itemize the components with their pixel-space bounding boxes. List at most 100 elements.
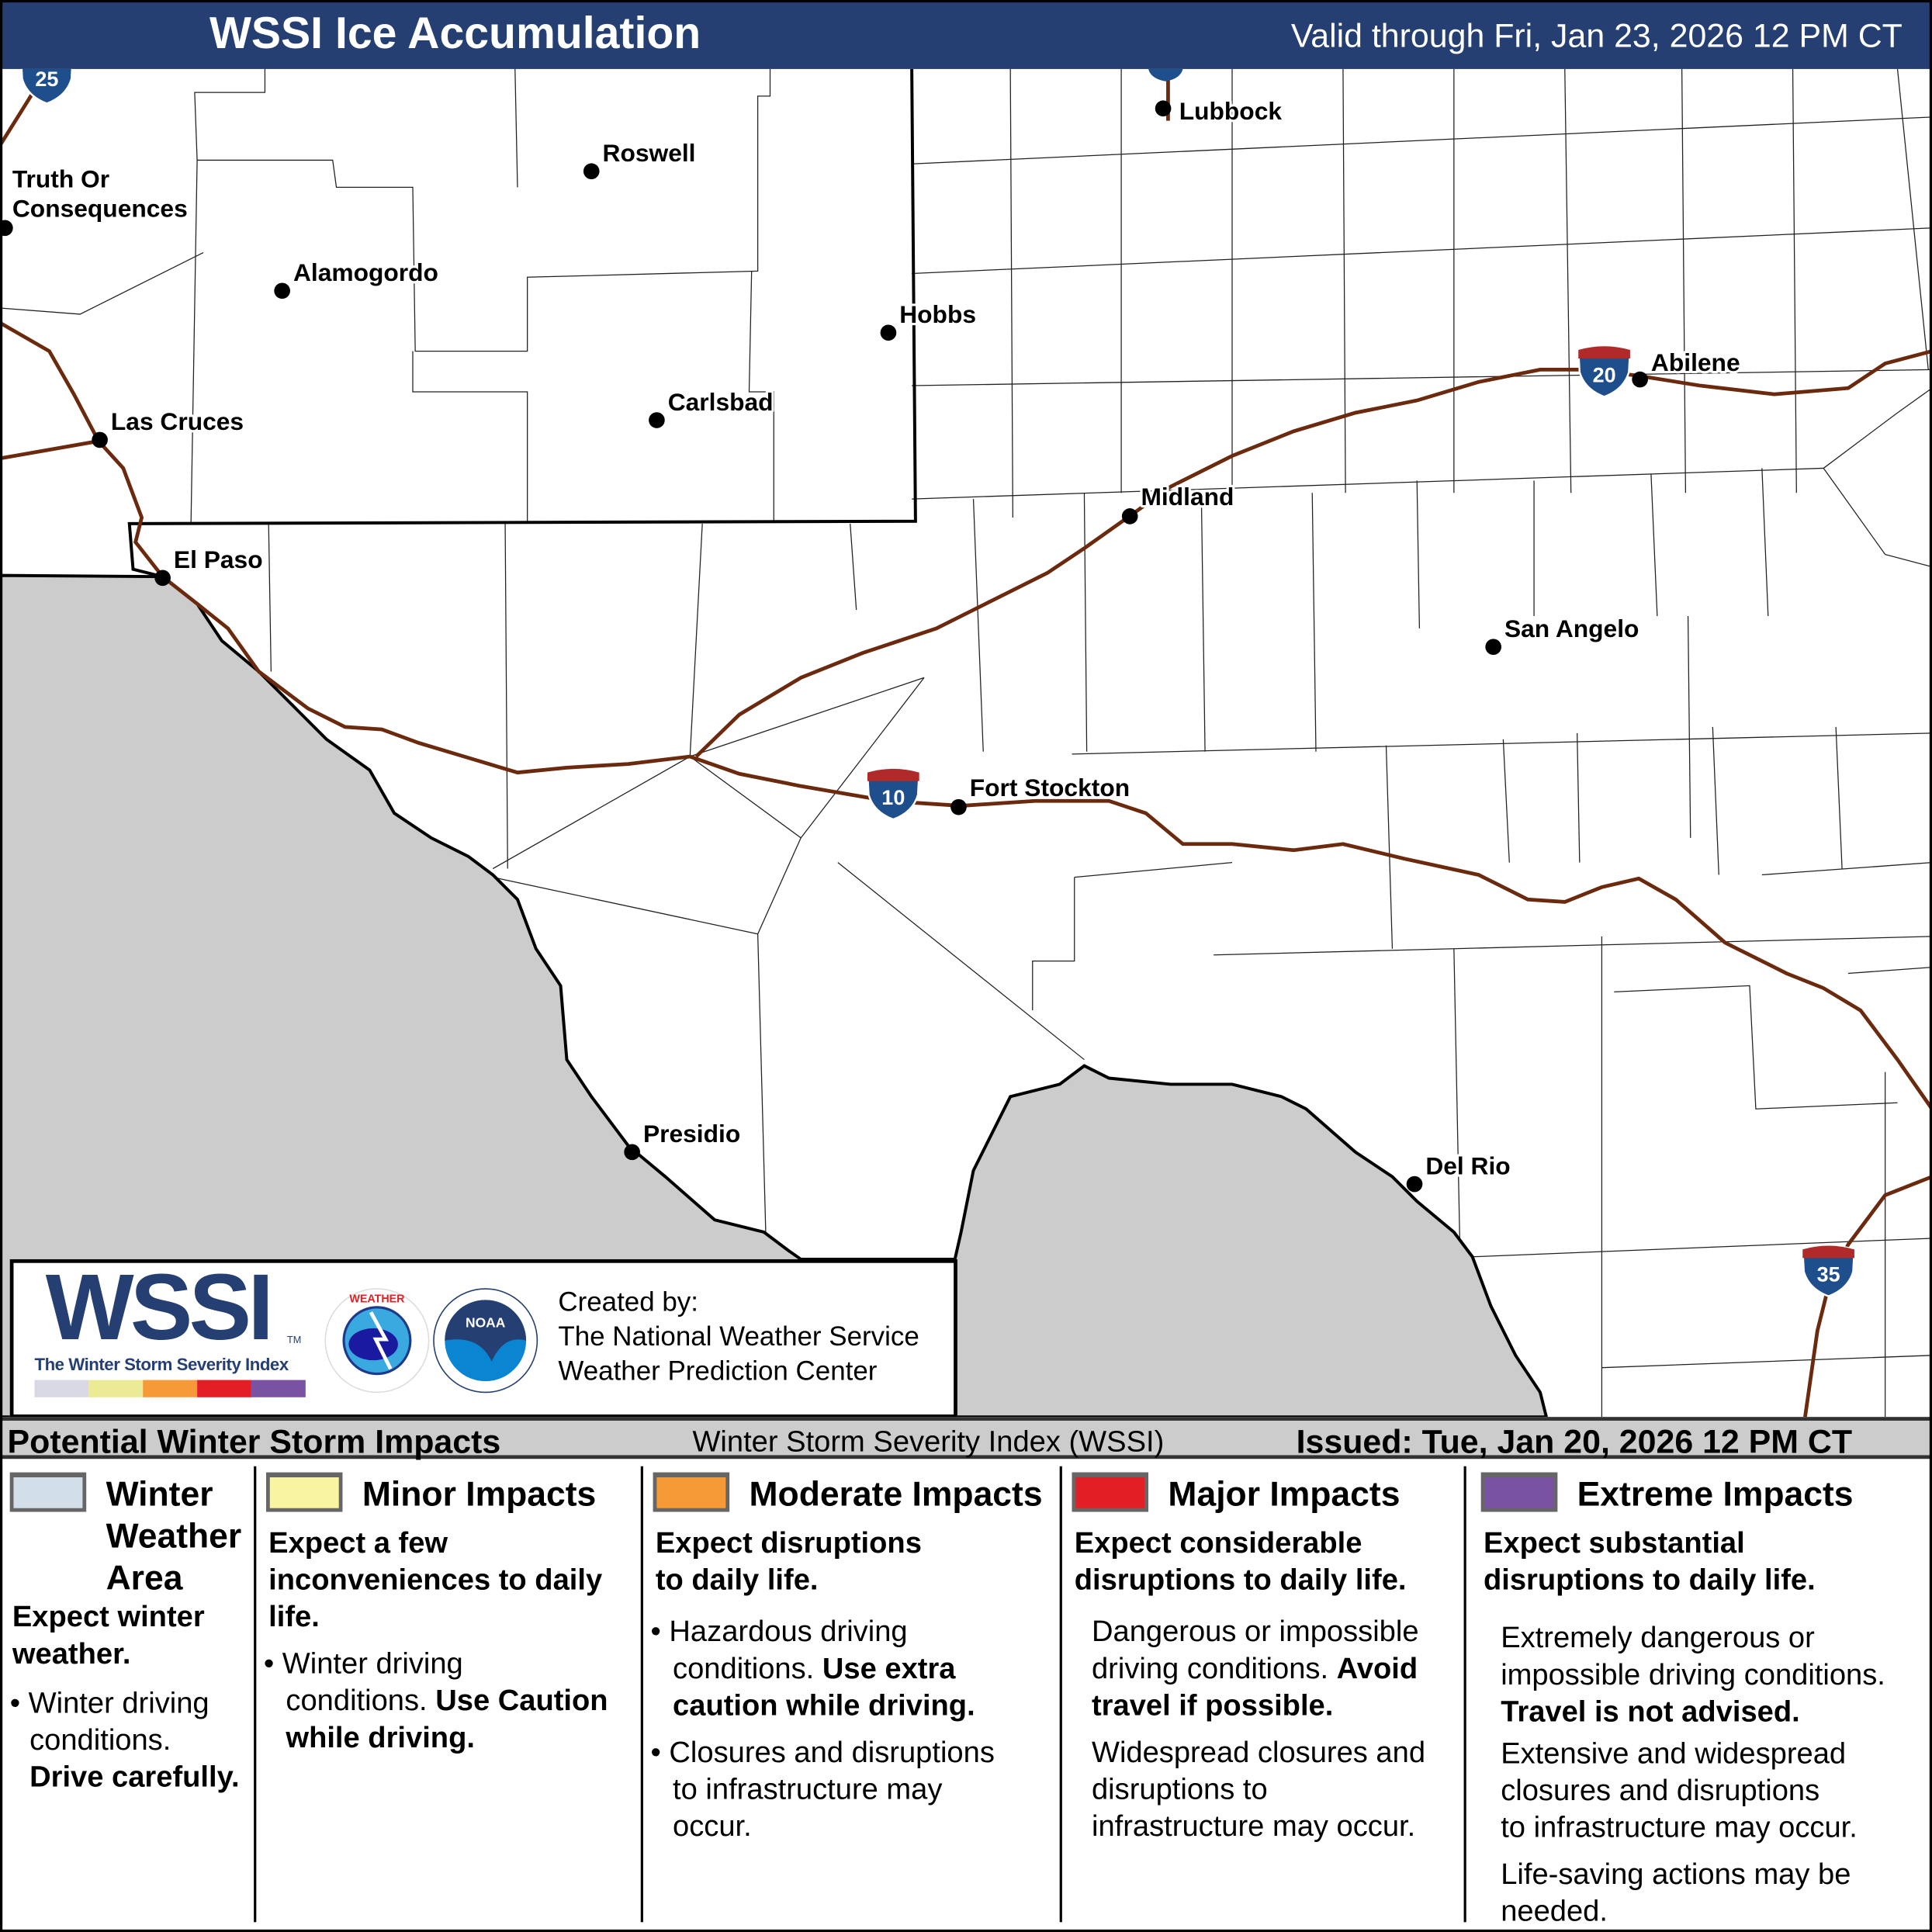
county-line bbox=[1823, 387, 1932, 469]
logo-box: WSSI TM The Winter Storm Severity Index … bbox=[9, 1255, 957, 1418]
cat-title: Winter Weather Area bbox=[106, 1474, 242, 1598]
cat-title: Minor Impacts bbox=[362, 1474, 597, 1514]
county-line bbox=[1823, 468, 1932, 568]
city-dot bbox=[583, 163, 600, 180]
city-dot bbox=[1485, 639, 1501, 656]
legend-title: Potential Winter Storm Impacts bbox=[7, 1423, 501, 1460]
city-label: Midland bbox=[1141, 483, 1234, 511]
county-line bbox=[1032, 861, 1233, 1011]
city-label: Consequences bbox=[12, 194, 188, 222]
created-by-label: Created by: bbox=[558, 1286, 698, 1317]
city-label: San Angelo bbox=[1504, 615, 1639, 642]
legend-divider bbox=[1463, 1466, 1466, 1923]
interstate-shield-icon: 20 bbox=[1577, 345, 1632, 398]
county-line bbox=[757, 933, 767, 1257]
cat-notes: Dangerous or impossible driving conditio… bbox=[1091, 1615, 1426, 1844]
legend-extreme: Extreme Impacts Expect substantial disrup… bbox=[1479, 1466, 1930, 1928]
interstates bbox=[0, 68, 1932, 1418]
wssi-logo: WSSI bbox=[45, 1255, 274, 1361]
svg-text:20: 20 bbox=[1593, 363, 1616, 386]
county-line bbox=[0, 251, 204, 315]
interstate-shield-icon: 10 bbox=[866, 767, 920, 821]
swatch-moderate bbox=[653, 1472, 730, 1512]
city-dot bbox=[154, 570, 171, 587]
interstate-shield-icon: 35 bbox=[1802, 1245, 1856, 1297]
county-line bbox=[514, 68, 518, 188]
cat-summary: Expect considerable disruptions to daily … bbox=[1074, 1526, 1407, 1598]
county-line bbox=[1472, 1238, 1932, 1369]
cat-title: Extreme Impacts bbox=[1577, 1474, 1854, 1514]
header-bar: WSSI Ice Accumulation Valid through Fri,… bbox=[0, 0, 1932, 69]
swatch-extreme bbox=[1480, 1472, 1558, 1512]
city-dot bbox=[1155, 100, 1172, 117]
legend-major: Major Impacts Expect considerable disrupt… bbox=[1069, 1466, 1461, 1923]
county-line bbox=[1614, 985, 1898, 1110]
org-wpc: Weather Prediction Center bbox=[558, 1355, 878, 1387]
county-line bbox=[912, 227, 1932, 275]
county-line bbox=[492, 756, 802, 935]
cat-notes: Extremely dangerous or impossible drivin… bbox=[1501, 1621, 1885, 1929]
cat-title: Major Impacts bbox=[1168, 1474, 1401, 1514]
swatch-major bbox=[1072, 1472, 1149, 1512]
county-line bbox=[504, 523, 703, 869]
city-dot bbox=[1406, 1175, 1423, 1193]
city-label: Presidio bbox=[643, 1120, 740, 1148]
legend-divider bbox=[1059, 1466, 1062, 1923]
city-dot bbox=[92, 431, 108, 448]
county-line bbox=[1564, 68, 1572, 493]
interstate-shields: 25 20 10 35 bbox=[20, 68, 1856, 1297]
legend-winter-weather-area: Winter Weather Area Expect winter weather. … bbox=[8, 1466, 254, 1923]
legend-divider bbox=[254, 1466, 257, 1923]
county-line bbox=[412, 351, 528, 521]
city-label: Del Rio bbox=[1425, 1151, 1510, 1179]
nws-logo-icon: WEATHER bbox=[324, 1288, 430, 1394]
city-label: Las Cruces bbox=[111, 407, 244, 435]
cat-notes: • Hazardous driving conditions. Use extr… bbox=[650, 1615, 995, 1844]
county-line bbox=[748, 271, 774, 521]
county-line bbox=[1792, 68, 1797, 493]
city-dot bbox=[1632, 371, 1648, 388]
city-dot bbox=[0, 220, 13, 237]
legend-header: Potential Winter Storm Impacts Winter St… bbox=[0, 1417, 1932, 1460]
city-label: Alamogordo bbox=[293, 258, 438, 286]
map-title: WSSI Ice Accumulation bbox=[209, 7, 701, 58]
city-dot bbox=[880, 324, 897, 341]
county-line bbox=[1214, 936, 1932, 956]
legend-moderate: Moderate Impacts Expect disruptions to da… bbox=[650, 1466, 1057, 1923]
city-dot bbox=[950, 798, 967, 815]
city-dot bbox=[624, 1144, 640, 1161]
city-label: Fort Stockton bbox=[970, 774, 1130, 802]
svg-text:WEATHER: WEATHER bbox=[349, 1293, 405, 1306]
org-nws: The National Weather Service bbox=[558, 1321, 919, 1352]
legend-minor: Minor Impacts Expect a few inconveniences… bbox=[264, 1466, 641, 1923]
county-line bbox=[972, 468, 1769, 752]
city-dot bbox=[274, 282, 290, 299]
cat-summary: Expect substantial disruptions to daily l… bbox=[1483, 1526, 1816, 1598]
cat-notes: • Winter driving conditions. Use Caution w… bbox=[263, 1647, 608, 1755]
svg-text:25: 25 bbox=[35, 69, 58, 91]
city-dot bbox=[649, 412, 665, 428]
county-line bbox=[912, 369, 1932, 386]
county-line bbox=[1342, 68, 1346, 493]
county-line bbox=[1896, 68, 1929, 370]
wssi-trademark: TM bbox=[287, 1334, 302, 1346]
swatch-winter bbox=[9, 1472, 87, 1512]
valid-through: Valid through Fri, Jan 23, 2026 12 PM CT bbox=[1290, 17, 1903, 54]
interstate-shield-icon: 25 bbox=[20, 68, 74, 105]
svg-text:NOAA: NOAA bbox=[466, 1314, 506, 1330]
county-line bbox=[1385, 615, 1843, 949]
city-label: Hobbs bbox=[899, 300, 976, 328]
svg-text:35: 35 bbox=[1817, 1263, 1840, 1286]
county-line bbox=[912, 467, 1824, 500]
issued-time: Issued: Tue, Jan 20, 2026 12 PM CT bbox=[1296, 1423, 1853, 1460]
county-line bbox=[1453, 936, 1603, 1418]
city-label: Roswell bbox=[603, 139, 696, 167]
state-border-nm-tx bbox=[127, 68, 917, 579]
cat-summary: Expect winter weather. bbox=[12, 1600, 205, 1671]
interstate-35 bbox=[1803, 1175, 1932, 1418]
cat-summary: Expect disruptions to daily life. bbox=[655, 1526, 922, 1598]
cat-title: Moderate Impacts bbox=[749, 1474, 1043, 1514]
county-line bbox=[690, 677, 1085, 1061]
